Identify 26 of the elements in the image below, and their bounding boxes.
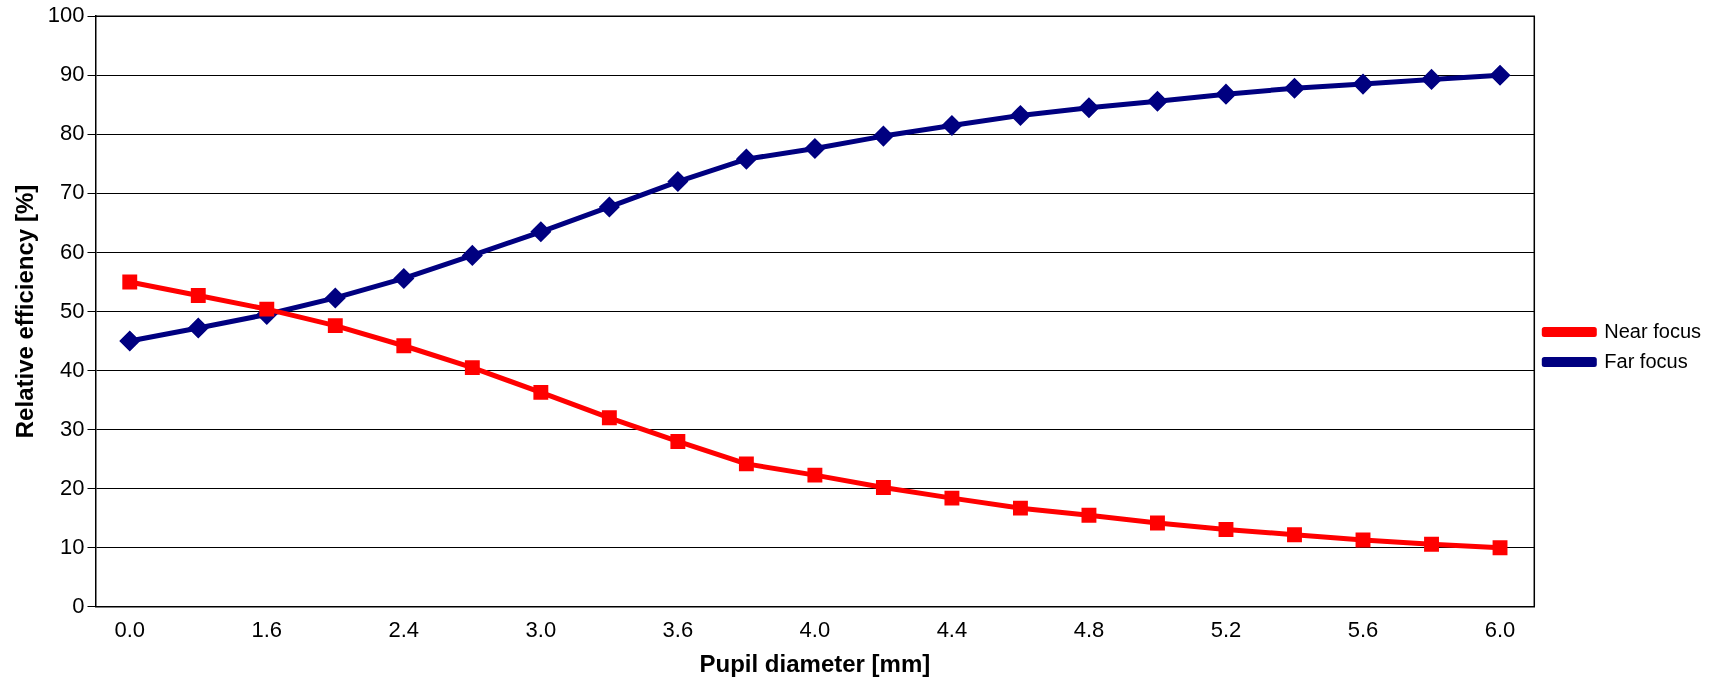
y-tick-label: 70 (60, 179, 85, 205)
x-tick-label: 2.4 (388, 617, 420, 643)
legend-label: Near focus (1604, 319, 1702, 342)
x-tick-label: 4.4 (936, 617, 968, 643)
y-tick-label: 90 (60, 61, 85, 87)
x-tick-label: 1.6 (251, 617, 283, 643)
x-tick-label: 4.0 (799, 617, 831, 643)
y-axis-title: Relative efficiency [%] (11, 184, 39, 439)
x-tick-label: 5.6 (1347, 617, 1379, 643)
y-tick-label: 50 (60, 297, 85, 323)
y-tick-label: 80 (60, 120, 85, 146)
x-tick-label: 3.0 (525, 617, 557, 643)
y-tick-label: 60 (60, 238, 85, 264)
x-tick-label: 6.0 (1484, 617, 1516, 643)
x-tick-label: 0.0 (114, 617, 146, 643)
y-tick-label: 30 (60, 415, 85, 441)
x-tick-label: 5.2 (1210, 617, 1242, 643)
x-tick-label: 3.6 (662, 617, 694, 643)
x-tick-label: 4.8 (1073, 617, 1105, 643)
y-tick-label: 20 (60, 474, 85, 500)
y-tick-label: 100 (47, 2, 85, 28)
y-tick-label: 0 (72, 592, 85, 618)
legend-label: Far focus (1604, 349, 1688, 372)
x-axis-title: Pupil diameter [mm] (699, 650, 931, 678)
y-tick-label: 10 (60, 533, 85, 559)
y-tick-label: 40 (60, 356, 85, 382)
